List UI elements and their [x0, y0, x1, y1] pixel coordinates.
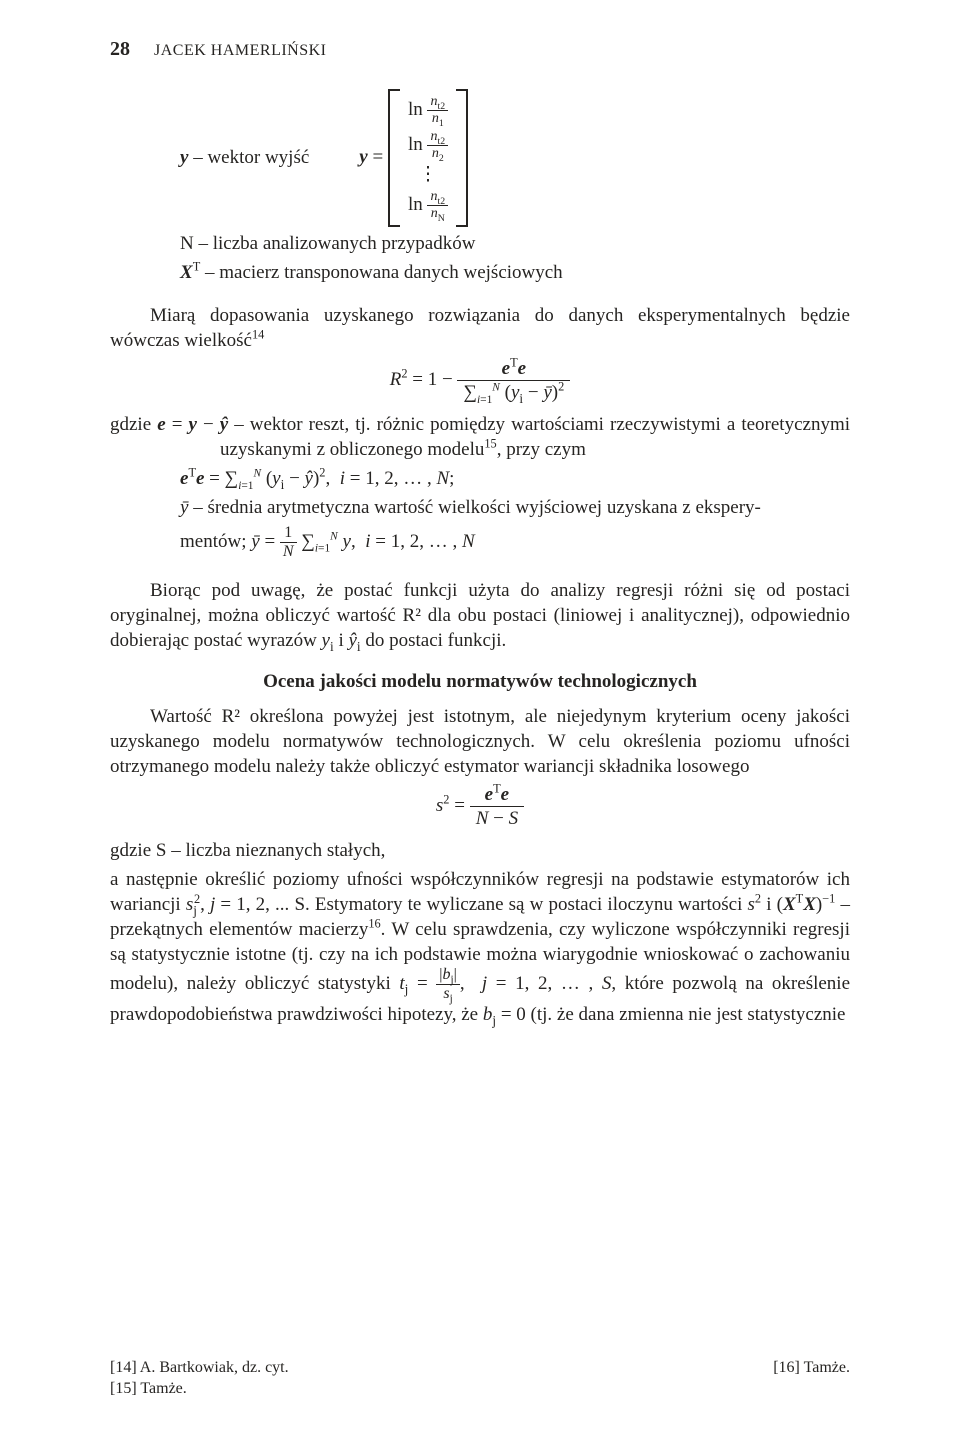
- fn14-mark: 14: [252, 328, 264, 342]
- page-number: 28: [110, 38, 130, 61]
- przy-czym: , przy czym: [497, 439, 586, 460]
- ybar-text: – średnia arytmetyczna wartość wielkości…: [188, 497, 760, 518]
- fn16-mark: 16: [368, 917, 380, 931]
- gdzie-S: gdzie S – liczba nieznanych stałych,: [110, 838, 850, 863]
- footnote-15: [15] Tamże.: [110, 1378, 289, 1400]
- R2-equation: R2 = 1 − eTe ∑i=1N (yi − ȳ)2: [110, 359, 850, 402]
- miara-text: Miarą dopasowania uzyskanego rozwiązania…: [110, 305, 850, 351]
- footnotes: [14] A. Bartkowiak, dz. cyt. [15] Tamże.…: [110, 1357, 850, 1400]
- footnotes-left: [14] A. Bartkowiak, dz. cyt. [15] Tamże.: [110, 1357, 289, 1400]
- XT-line: XT – macierz transponowana danych wejści…: [110, 260, 850, 285]
- y-matrix: y = ln nt2n1 ln nt2n2 ⋮ ln nt2nN: [359, 89, 468, 227]
- biorac-tail: do postaci funkcji.: [361, 630, 507, 651]
- footnote-14: [14] A. Bartkowiak, dz. cyt.: [110, 1357, 289, 1379]
- gdzie-pre: gdzie: [110, 414, 157, 435]
- running-head: 28 JACEK HAMERLIŃSKI: [110, 38, 850, 61]
- miara-line: Miarą dopasowania uzyskanego rozwiązania…: [110, 303, 850, 353]
- running-author: JACEK HAMERLIŃSKI: [154, 42, 327, 60]
- fn15-mark: 15: [484, 437, 496, 451]
- biorac-para: Biorąc pod uwagę, że postać funkcji użyt…: [110, 578, 850, 653]
- s2-equation: s2 = eTe N − S: [110, 785, 850, 828]
- nastepnie-b: = 1, 2, ... S. Estymatory te wyliczane s…: [215, 894, 747, 915]
- footnotes-right: [16] Tamże.: [773, 1357, 850, 1400]
- y-def-row: yy – wektor wyjść – wektor wyjść y = ln …: [180, 89, 850, 227]
- ocena-p1: Wartość R² określona powyżej jest istotn…: [110, 704, 850, 779]
- eTe-expansion: eTe = ∑i=1N (yi − ŷ)2, i = 1, 2, … , N;: [110, 466, 850, 491]
- page: 28 JACEK HAMERLIŃSKI yy – wektor wyjść –…: [0, 0, 960, 1438]
- mentow-pre: mentów;: [180, 530, 251, 551]
- N-line: N – liczba analizowanych przypadków: [110, 231, 850, 256]
- subheading: Ocena jakości modelu normatywów technolo…: [110, 669, 850, 694]
- gdzie-e-line: gdzie e = y − ŷ – wektor reszt, tj. różn…: [110, 412, 850, 462]
- mentow-line: mentów; ȳ = 1N ∑i=1N y, i = 1, 2, … , N: [110, 525, 850, 560]
- footnote-16: [16] Tamże.: [773, 1357, 850, 1379]
- ybar-line: ȳ – średnia arytmetyczna wartość wielkoś…: [110, 495, 850, 520]
- nastepnie-para: a następnie określić poziomy ufności wsp…: [110, 867, 850, 1027]
- bj0: = 0 (tj. że dana zmienna nie jest statys…: [496, 1004, 845, 1025]
